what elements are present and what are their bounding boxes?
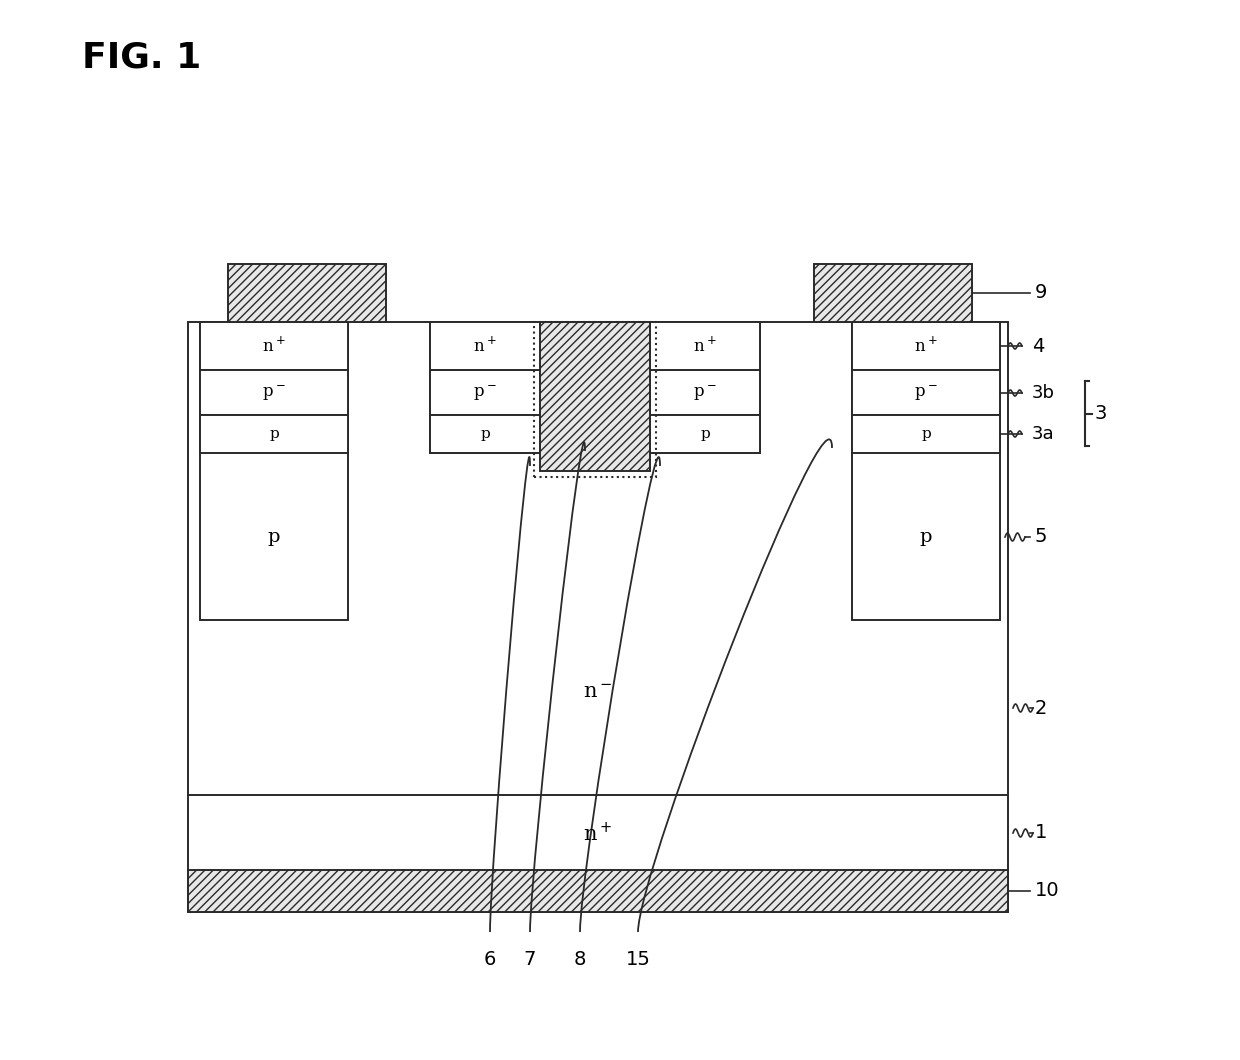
Text: 3b: 3b (1032, 384, 1055, 402)
Text: 3: 3 (1094, 404, 1106, 423)
Text: 4: 4 (1032, 336, 1044, 355)
Bar (430, 370, 539, 416)
Bar (430, 322, 539, 453)
Bar (852, 322, 999, 370)
Text: n$^+$: n$^+$ (474, 336, 497, 356)
Text: 10: 10 (1035, 882, 1060, 901)
Text: p: p (480, 427, 490, 441)
Text: p: p (921, 427, 931, 441)
Bar (539, 322, 650, 471)
Text: FIG. 1: FIG. 1 (82, 40, 201, 74)
Text: 7: 7 (523, 950, 536, 969)
Text: 9: 9 (1035, 283, 1048, 302)
Bar (852, 370, 999, 416)
Text: p: p (268, 528, 280, 546)
Bar (650, 416, 760, 453)
Bar (650, 370, 760, 416)
Text: 5: 5 (1035, 528, 1048, 547)
Text: 15: 15 (625, 950, 651, 969)
Text: n$^-$: n$^-$ (583, 684, 613, 703)
Text: 8: 8 (574, 950, 587, 969)
Text: p$^-$: p$^-$ (474, 383, 497, 403)
Text: 1: 1 (1035, 824, 1048, 843)
Bar (430, 416, 539, 453)
Bar (188, 322, 1008, 912)
Bar (188, 870, 1008, 912)
Text: p$^-$: p$^-$ (914, 383, 937, 403)
Bar (852, 416, 999, 453)
Text: p$^-$: p$^-$ (262, 383, 285, 403)
Bar (200, 322, 348, 370)
Text: 2: 2 (1035, 699, 1048, 718)
Bar (200, 416, 348, 453)
Bar (534, 322, 656, 477)
Bar (430, 322, 539, 370)
Text: 6: 6 (484, 950, 496, 969)
Bar (200, 322, 348, 620)
Bar (813, 264, 972, 322)
Text: p: p (701, 427, 709, 441)
Bar (650, 322, 760, 370)
Text: 3a: 3a (1032, 425, 1055, 443)
Text: n$^+$: n$^+$ (693, 336, 717, 356)
Text: p: p (920, 528, 932, 546)
Bar (228, 264, 386, 322)
Text: p: p (269, 427, 279, 441)
Bar (200, 370, 348, 416)
Text: n$^+$: n$^+$ (914, 336, 937, 356)
Text: p$^-$: p$^-$ (693, 383, 717, 403)
Bar (650, 322, 760, 453)
Bar (852, 322, 999, 620)
Text: n$^+$: n$^+$ (262, 336, 286, 356)
Text: n$^+$: n$^+$ (584, 822, 613, 845)
